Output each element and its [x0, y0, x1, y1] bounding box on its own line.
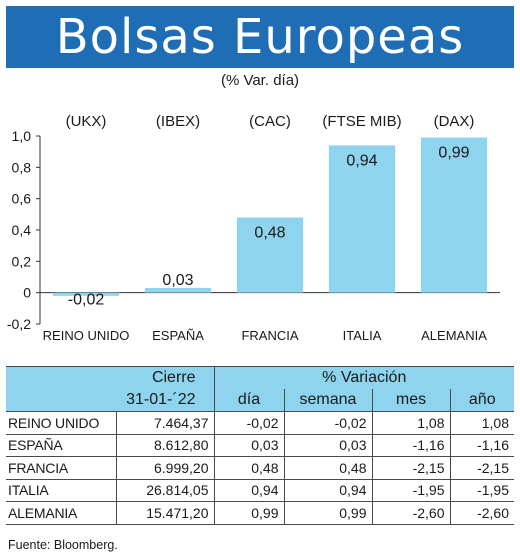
index-code-label: (IBEX)	[156, 113, 200, 130]
row-mes: 1,08	[371, 411, 450, 435]
header-cierre: Cierre	[116, 366, 214, 389]
chart-subtitle: (% Var. día)	[220, 72, 300, 89]
bar	[420, 137, 488, 293]
table-row: FRANCIA 6.999,20 0,48 0,48 -2,15 -2,15	[6, 456, 514, 480]
row-mes: -2,15	[371, 456, 450, 480]
y-tick-label: 0,4	[12, 222, 32, 238]
table-header-row: Cierre % Variación	[6, 366, 514, 389]
x-tick-label: REINO UNIDO	[43, 328, 130, 343]
y-tick-label: 0,6	[12, 191, 32, 207]
row-cierre: 6.999,20	[115, 456, 214, 480]
header-variacion: % Variación	[213, 366, 514, 389]
bar-value-label: 0,94	[346, 152, 377, 169]
row-cierre: 15.471,20	[115, 501, 214, 525]
row-cierre: 8.612,80	[115, 434, 214, 457]
bar-value-label: 0,99	[438, 145, 469, 162]
row-mes: -1,16	[371, 434, 450, 457]
row-semana: -0,02	[283, 411, 372, 435]
bar-chart: 1,0 0,8 0,6 0,4 0,2 0 -0,2 -0,02 (UKX) REINO UNID…	[7, 113, 500, 343]
row-semana: 0,48	[283, 456, 372, 480]
y-tick-label: 0	[23, 285, 31, 301]
row-name: ESPAÑA	[6, 434, 116, 457]
bar-value-label: 0,48	[254, 224, 285, 241]
row-semana: 0,94	[283, 479, 372, 502]
header-dia: día	[213, 389, 284, 412]
bar	[328, 145, 396, 293]
title-banner: Bolsas Europeas	[6, 6, 514, 68]
y-tick-label: -0,2	[7, 316, 31, 332]
subheader-blank	[6, 389, 116, 412]
header-date: 31-01-´22	[116, 389, 214, 412]
row-anio: 1,08	[449, 411, 514, 435]
x-tick-label: ALEMANIA	[421, 328, 487, 343]
header-semana: semana	[283, 389, 372, 412]
y-tick-label: 0,8	[12, 159, 32, 175]
index-code-label: (FTSE MIB)	[322, 113, 401, 130]
row-cierre: 26.814,05	[115, 479, 214, 502]
row-name: ALEMANIA	[6, 501, 116, 525]
x-tick-label: ESPAÑA	[152, 328, 204, 343]
bar	[144, 287, 212, 293]
row-anio: -1,16	[449, 434, 514, 457]
index-code-label: (UKX)	[66, 113, 107, 130]
row-mes: -1,95	[371, 479, 450, 502]
bar-value-label: -0,02	[68, 292, 105, 309]
y-tick-label: 0,2	[12, 253, 32, 269]
row-semana: 0,99	[283, 501, 372, 525]
table-row: ITALIA 26.814,05 0,94 0,94 -1,95 -1,95	[6, 479, 514, 502]
bar	[52, 292, 120, 296]
row-dia: -0,02	[213, 411, 284, 435]
source-note: Fuente: Bloomberg.	[8, 538, 118, 552]
row-name: ITALIA	[6, 479, 116, 502]
row-dia: 0,99	[213, 501, 284, 525]
row-anio: -2,60	[449, 501, 514, 525]
row-name: FRANCIA	[6, 456, 116, 480]
row-dia: 0,94	[213, 479, 284, 502]
y-tick-label: 1,0	[12, 128, 32, 144]
x-tick-label: ITALIA	[343, 328, 382, 343]
row-semana: 0,03	[283, 434, 372, 457]
table-subheader-row: 31-01-´22 día semana mes año	[6, 389, 514, 412]
row-anio: -2,15	[449, 456, 514, 480]
x-tick-label: FRANCIA	[241, 328, 298, 343]
table-row: ESPAÑA 8.612,80 0,03 0,03 -1,16 -1,16	[6, 434, 514, 457]
index-code-label: (DAX)	[434, 113, 475, 130]
table-row: REINO UNIDO 7.464,37 -0,02 -0,02 1,08 1,08	[6, 411, 514, 435]
bar	[236, 217, 304, 293]
bar-value-label: 0,03	[162, 272, 193, 289]
closing-table: Cierre % Variación 31-01-´22 día semana …	[6, 366, 514, 525]
header-anio: año	[449, 389, 514, 412]
row-anio: -1,95	[449, 479, 514, 502]
row-dia: 0,03	[213, 434, 284, 457]
table-row: ALEMANIA 15.471,20 0,99 0,99 -2,60 -2,60	[6, 501, 514, 525]
header-blank	[6, 366, 116, 389]
row-dia: 0,48	[213, 456, 284, 480]
row-cierre: 7.464,37	[115, 411, 214, 435]
data-table-wrap: Cierre % Variación 31-01-´22 día semana …	[6, 366, 514, 525]
row-name: REINO UNIDO	[6, 411, 116, 435]
page-title: Bolsas Europeas	[55, 9, 465, 65]
row-mes: -2,60	[371, 501, 450, 525]
index-code-label: (CAC)	[249, 113, 291, 130]
header-mes: mes	[371, 389, 450, 412]
